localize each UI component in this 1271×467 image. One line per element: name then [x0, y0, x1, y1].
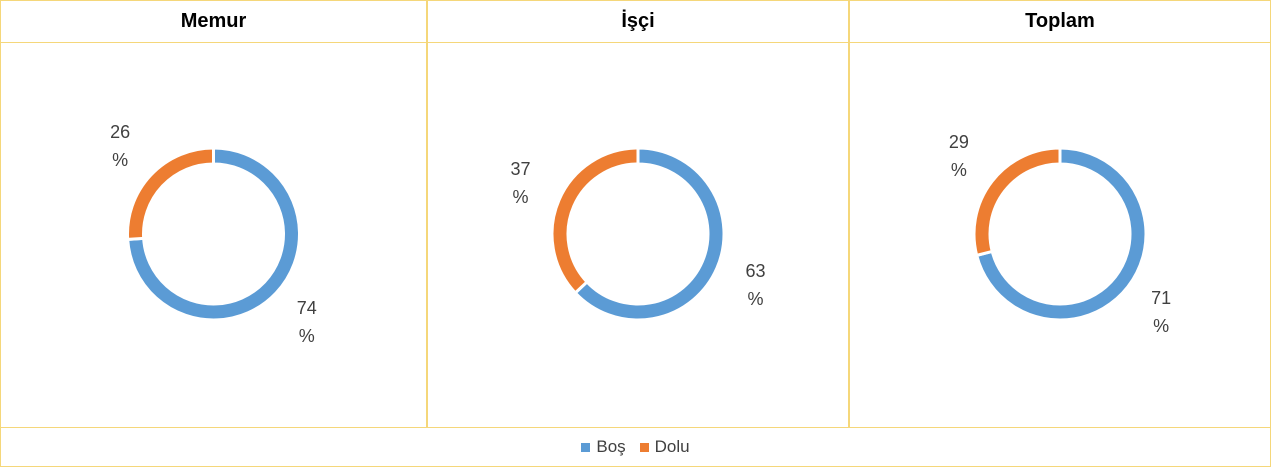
data-label: 37 %: [510, 159, 531, 208]
donut-slice: [550, 146, 640, 295]
data-label: 29 %: [948, 131, 969, 180]
legend-item: Boş: [581, 437, 626, 457]
data-label: 71 %: [1151, 288, 1172, 337]
data-label: 63 %: [745, 260, 766, 309]
legend-item: Dolu: [639, 437, 690, 457]
data-label: 74 %: [296, 297, 317, 346]
column-header: Memur: [0, 0, 427, 43]
legend-swatch: [639, 443, 649, 452]
chart-cell: [849, 42, 1271, 428]
donut-slice: [126, 146, 215, 241]
legend-label: Boş: [596, 437, 626, 456]
donut-slice: [972, 146, 1062, 258]
donut-slice: [126, 146, 301, 322]
chart-cell: [427, 42, 849, 428]
column-header: İşçi: [427, 0, 849, 43]
legend-swatch: [581, 443, 591, 452]
legend: Boş Dolu: [0, 427, 1271, 467]
data-label: 26 %: [110, 122, 131, 171]
legend-label: Dolu: [654, 437, 690, 456]
chart-cell: [0, 42, 427, 428]
donut-slice: [974, 146, 1148, 322]
donut-slice: [573, 146, 726, 322]
column-header: Toplam: [849, 0, 1271, 43]
